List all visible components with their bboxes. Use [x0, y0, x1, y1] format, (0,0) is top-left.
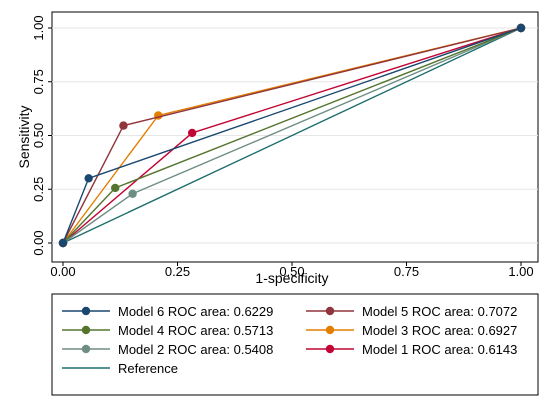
legend-label-model-1: Model 1 ROC area: 0.6143: [362, 342, 517, 357]
legend-marker-model-4: [81, 325, 91, 335]
legend-marker-model-2: [81, 344, 91, 354]
legend-marker-model-3: [325, 325, 335, 335]
x-axis-ticks: 0.00 0.25 0.50 0.75 1.00: [50, 262, 534, 279]
legend-marker-model-5: [325, 306, 335, 316]
x-tick-label: 1.00: [508, 264, 533, 279]
reference-line: [62, 27, 522, 244]
y-tick-label: 0.50: [31, 123, 46, 148]
model-6-point: [516, 23, 526, 33]
legend-label-model-3: Model 3 ROC area: 0.6927: [362, 323, 517, 338]
x-tick-label: 0.25: [165, 264, 190, 279]
y-tick-label: 0.75: [31, 69, 46, 94]
model-6-point: [58, 238, 68, 248]
legend-label-model-6: Model 6 ROC area: 0.6229: [118, 304, 273, 319]
y-tick-label: 0.00: [31, 230, 46, 255]
legend-label-reference: Reference: [118, 361, 178, 376]
y-tick-label: 1.00: [31, 15, 46, 40]
y-axis-title: Sensitivity: [16, 105, 32, 168]
x-tick-label: 0.75: [394, 264, 419, 279]
y-axis-ticks: 0.00 0.25 0.50 0.75 1.00: [31, 15, 52, 256]
legend-marker-model-1: [325, 344, 335, 354]
legend-label-model-2: Model 2 ROC area: 0.5408: [118, 342, 273, 357]
model-6-point: [84, 174, 93, 183]
legend-label-model-4: Model 4 ROC area: 0.5713: [118, 323, 273, 338]
legend: Model 6 ROC area: 0.6229 Model 5 ROC area…: [62, 304, 517, 376]
x-tick-label: 0.50: [279, 264, 304, 279]
gridlines: [52, 27, 538, 244]
model-2-point: [128, 189, 137, 198]
model-1-point: [187, 128, 197, 138]
y-tick-label: 0.25: [31, 177, 46, 202]
model-4-point: [111, 183, 120, 193]
model-5-point: [119, 121, 128, 130]
x-tick-label: 0.00: [50, 264, 75, 279]
legend-marker-model-6: [81, 306, 91, 316]
legend-box: [51, 293, 539, 396]
legend-label-model-5: Model 5 ROC area: 0.7072: [362, 304, 517, 319]
x-axis-title: 1-specificity: [255, 270, 328, 286]
series-lines: [58, 23, 526, 248]
